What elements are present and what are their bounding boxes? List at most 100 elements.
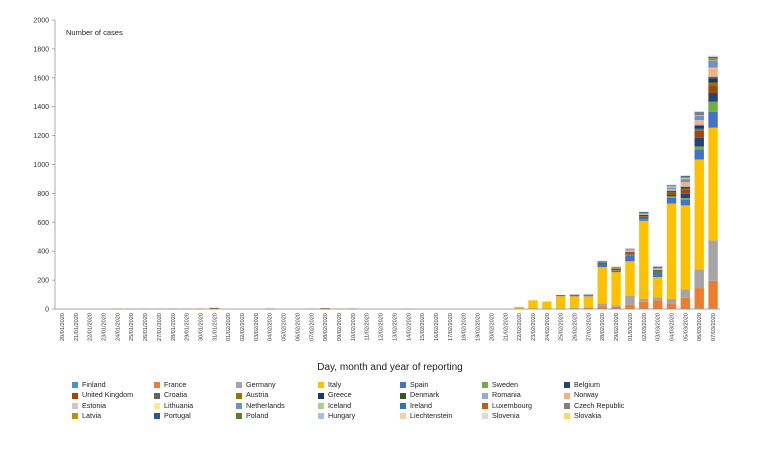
bar-segment	[666, 192, 677, 195]
bar-segment	[708, 76, 718, 78]
bar-segment	[680, 297, 691, 309]
legend-swatch	[318, 392, 324, 399]
bar-segment	[625, 296, 635, 305]
bar-segment	[625, 248, 635, 250]
legend-swatch	[318, 382, 324, 389]
x-tick-label: 15/02/2020	[420, 313, 426, 341]
legend-label: Belgium	[574, 380, 600, 389]
y-axis-label: Number of cases	[66, 28, 123, 37]
x-tick-label: 27/01/2020	[157, 313, 163, 341]
bar-segment	[597, 267, 607, 304]
bar-segment	[625, 261, 635, 296]
bar-segment	[680, 186, 691, 187]
bar-segment	[611, 267, 621, 269]
legend-label: Liechtenstein	[410, 411, 453, 421]
bar-segment	[680, 181, 691, 187]
legend-label: United Kingdom	[82, 390, 134, 400]
bar-segment	[639, 298, 649, 302]
bar-segment	[528, 300, 538, 309]
legend-label: Finland	[82, 380, 106, 389]
bar-segment	[680, 199, 691, 206]
legend-item: Slovenia	[482, 411, 564, 421]
x-axis: 20/01/2020 21/01/2020 22/01/2020 23/01/2020…	[55, 308, 720, 341]
bar-segment	[666, 186, 677, 188]
x-tick-label: 21/02/2020	[503, 313, 509, 341]
legend-swatch	[482, 413, 488, 420]
bar-segment	[708, 59, 718, 60]
bar-segment	[708, 78, 718, 83]
legend-item: Germany	[236, 380, 318, 390]
bar-segment	[708, 67, 718, 77]
legend-label: Slovakia	[574, 411, 602, 421]
bar-segment	[611, 270, 621, 273]
y-tick-label: 1200	[33, 133, 49, 140]
bar-segment	[666, 185, 677, 187]
bar-segment	[694, 119, 704, 121]
legend-label: Hungary	[328, 411, 356, 421]
bar-segment	[708, 60, 718, 68]
x-tick-label: 05/02/2020	[282, 313, 288, 341]
bar-segment	[652, 300, 663, 309]
bar-segment	[708, 85, 718, 93]
bar-segment	[680, 189, 691, 190]
bar-segment	[708, 67, 718, 69]
bar-segment	[597, 262, 607, 263]
x-tick-label: 02/03/2020	[642, 313, 648, 341]
x-tick-label: 04/03/2020	[670, 313, 676, 341]
legend-item: France	[154, 380, 236, 390]
bar-segment	[639, 211, 649, 213]
legend-label: Ireland	[410, 400, 432, 410]
x-tick-label: 25/01/2020	[129, 313, 135, 341]
bar-segment	[680, 175, 691, 177]
x-tick-label: 04/02/2020	[268, 313, 274, 341]
bar-segment	[555, 294, 566, 296]
legend-item: Lithuania	[154, 401, 236, 411]
bar-segment	[694, 137, 704, 147]
legend-item: Netherlands	[236, 401, 318, 411]
legend-swatch	[400, 403, 406, 410]
x-tick-label: 08/02/2020	[323, 313, 329, 341]
bar-segment	[597, 264, 607, 268]
bar-segment	[652, 266, 663, 268]
bar-segment	[625, 249, 635, 251]
bar-segment	[694, 308, 704, 309]
bar-segment	[694, 115, 704, 120]
y-axis: 0 200 400 600 800 1000 1200 1400 1600 1800 2000	[33, 18, 56, 314]
legend-swatch	[482, 382, 488, 389]
bar-segment	[708, 92, 718, 102]
bar-segment	[625, 250, 635, 252]
y-tick-label: 600	[37, 220, 49, 227]
bar-segment	[652, 297, 663, 301]
bar-segment	[708, 56, 718, 58]
legend-swatch	[564, 392, 570, 399]
y-tick-label: 200	[37, 278, 49, 285]
legend-item: Portugal	[154, 411, 236, 421]
bar-segment	[542, 301, 552, 309]
legend-label: Netherlands	[246, 400, 285, 410]
bar-segment	[639, 213, 649, 215]
bar-segment	[597, 260, 607, 262]
bar-segment	[694, 124, 704, 126]
x-tick-label: 02/02/2020	[240, 313, 246, 341]
x-tick-label: 20/01/2020	[60, 313, 66, 341]
legend-swatch	[318, 413, 324, 420]
bar-segment	[666, 187, 677, 190]
bar-segment	[680, 179, 691, 182]
legend-swatch	[400, 382, 406, 389]
bar-segment	[625, 253, 635, 255]
x-tick-label: 25/02/2020	[559, 313, 565, 341]
bar-segment	[625, 249, 635, 250]
bars-group	[112, 55, 718, 310]
bar-segment	[680, 188, 691, 190]
bar-segment	[611, 270, 621, 271]
bar-segment	[694, 149, 704, 160]
x-tick-label: 07/03/2020	[711, 313, 717, 341]
legend-swatch	[72, 403, 78, 410]
bar-segment	[597, 263, 607, 264]
legend-swatch	[482, 403, 488, 410]
bar-segment	[611, 266, 621, 268]
bar-segment	[555, 296, 566, 309]
legend-label: Denmark	[410, 390, 440, 400]
bar-segment	[666, 190, 677, 192]
bar-segment	[680, 176, 691, 178]
